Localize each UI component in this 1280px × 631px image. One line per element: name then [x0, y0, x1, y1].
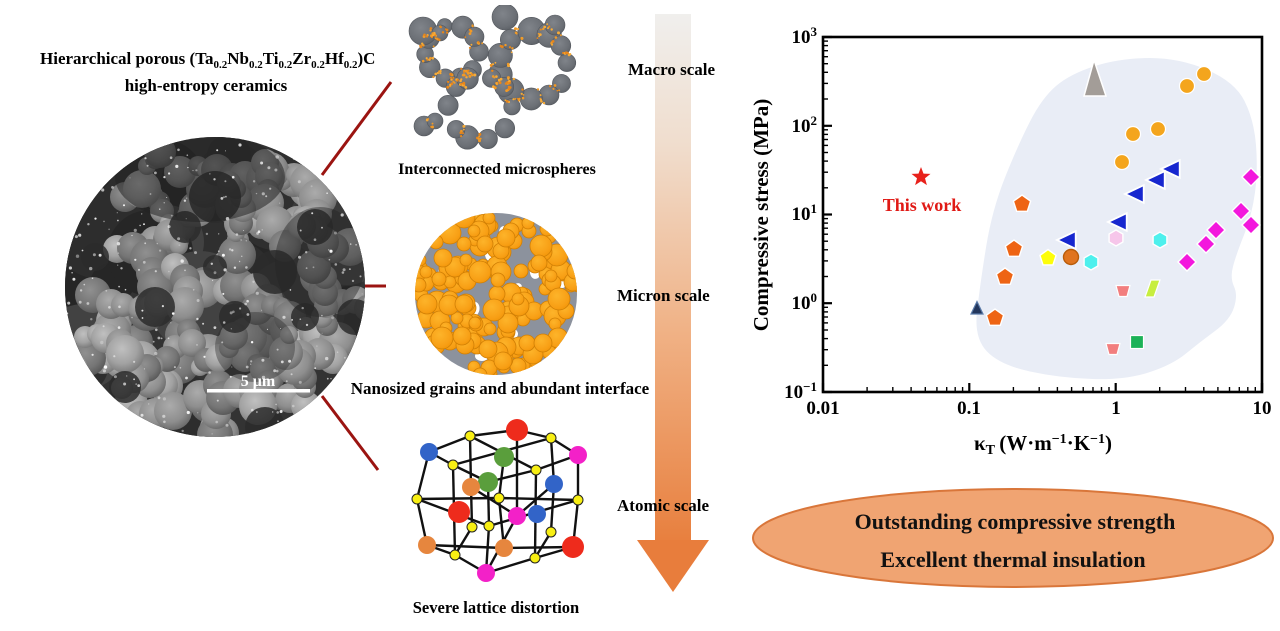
svg-text:κT (W·m−1·K−1): κT (W·m−1·K−1) — [974, 431, 1112, 458]
svg-text:1: 1 — [1111, 398, 1121, 419]
svg-text:Outstanding compressive streng: Outstanding compressive strength — [855, 509, 1176, 534]
svg-text:10: 10 — [1253, 398, 1272, 419]
svg-text:Compressive stress (MPa): Compressive stress (MPa) — [749, 99, 773, 332]
svg-text:This work: This work — [883, 195, 962, 215]
svg-text:0.01: 0.01 — [806, 398, 839, 419]
svg-text:Excellent thermal insulation: Excellent thermal insulation — [880, 547, 1145, 572]
svg-text:0.1: 0.1 — [957, 398, 981, 419]
svg-text:5 μm: 5 μm — [241, 373, 276, 390]
